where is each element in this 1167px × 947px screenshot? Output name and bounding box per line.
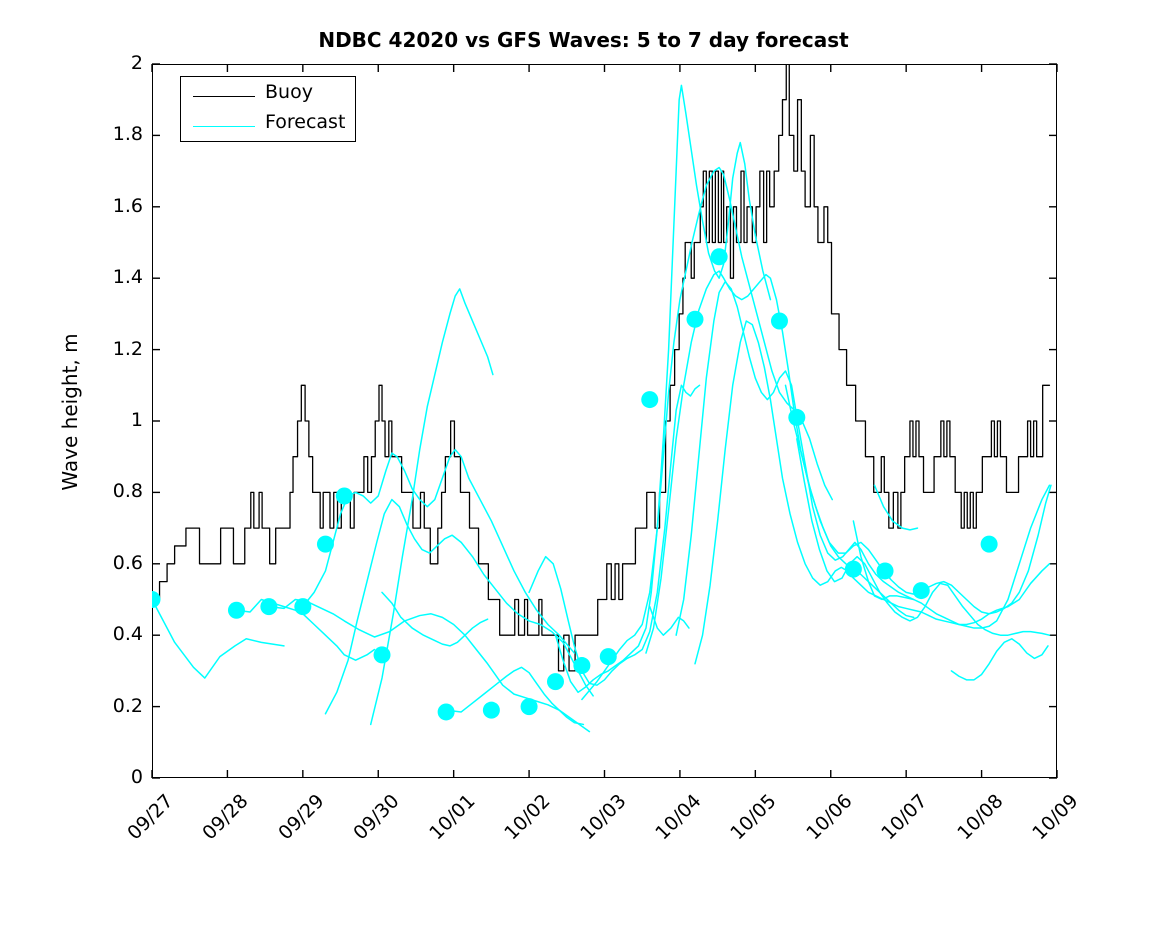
y-tick-label: 1.6 (112, 194, 143, 217)
legend-line-swatch (193, 126, 255, 127)
x-tick-label: 10/07 (877, 790, 932, 845)
x-tick-label: 10/01 (424, 790, 480, 845)
y-tick-label: 0 (130, 766, 143, 788)
y-tick-label: 0.6 (112, 551, 143, 574)
x-tick-label: 09/30 (349, 790, 404, 845)
legend-entry: Forecast (181, 111, 357, 142)
x-tick-label: 09/28 (198, 790, 253, 845)
y-tick-label: 1 (130, 409, 143, 431)
y-tick-label: 0.2 (112, 694, 143, 717)
x-tick-label: 10/06 (802, 790, 857, 845)
chart-legend: Buoy Forecast (180, 76, 356, 142)
y-tick-label: 0.8 (112, 480, 143, 503)
legend-label: Forecast (265, 111, 346, 133)
y-tick-label: 1.4 (112, 266, 143, 289)
legend-entry: Buoy (181, 81, 357, 112)
figure: NDBC 42020 vs GFS Waves: 5 to 7 day fore… (58, 28, 1083, 845)
x-tick-label: 10/03 (575, 790, 631, 845)
x-tick-label: 09/27 (123, 790, 178, 845)
chart-title: NDBC 42020 vs GFS Waves: 5 to 7 day fore… (318, 28, 849, 52)
legend-label: Buoy (265, 81, 313, 103)
y-tick-label: 2 (130, 52, 143, 74)
x-tick-label: 10/05 (726, 790, 781, 845)
legend-line-swatch (193, 96, 255, 97)
x-tick-label: 10/08 (952, 790, 1008, 845)
x-tick-label: 10/04 (651, 790, 706, 845)
y-tick-label: 1.8 (112, 123, 143, 146)
x-tick-label: 10/02 (500, 790, 555, 845)
x-tick-label: 10/09 (1028, 790, 1083, 845)
x-tick-label: 09/29 (274, 790, 329, 845)
y-tick-label: 0.4 (112, 623, 143, 646)
plot-area (152, 64, 1057, 778)
y-tick-label: 1.2 (112, 337, 143, 360)
